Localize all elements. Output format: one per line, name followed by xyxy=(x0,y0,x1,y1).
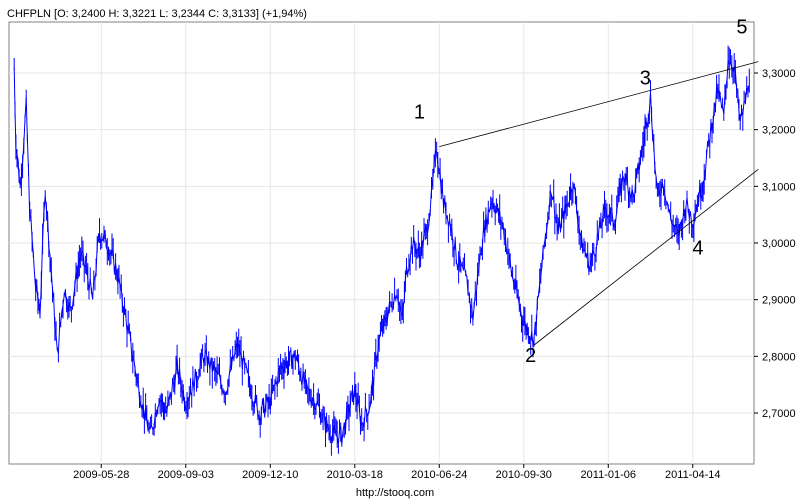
y-tick-label: 3,1000 xyxy=(762,181,796,193)
wave-label: 4 xyxy=(692,237,703,259)
wave-label: 2 xyxy=(525,345,536,367)
y-tick-label: 2,8000 xyxy=(762,351,796,363)
trendline xyxy=(439,61,759,148)
trendline xyxy=(533,169,759,346)
chart-header: CHFPLN [O: 3,2400 H: 3,3221 L: 3,2344 C:… xyxy=(7,8,307,20)
trendlines xyxy=(439,61,759,346)
y-tick-label: 2,7000 xyxy=(762,408,796,420)
x-tick-label: 2009-05-28 xyxy=(73,469,129,481)
wave-label: 3 xyxy=(640,67,651,89)
source-link[interactable]: http://stooq.com xyxy=(356,487,434,499)
y-axis: 2,7000 2,8000 2,9000 3,0000 3,1000 3,2000 3,30… xyxy=(754,68,796,420)
price-line xyxy=(13,60,750,445)
x-tick-label: 2011-04-14 xyxy=(665,469,720,481)
wave-label: 5 xyxy=(736,16,747,38)
x-tick-label: 2010-06-24 xyxy=(411,469,467,481)
price-bars xyxy=(13,45,750,456)
y-tick-label: 2,9000 xyxy=(762,295,796,307)
y-tick-label: 3,0000 xyxy=(762,238,796,250)
wave-label: 1 xyxy=(414,101,425,123)
grid xyxy=(9,22,754,464)
x-tick-label: 2010-09-30 xyxy=(496,469,552,481)
x-tick-label: 2010-03-18 xyxy=(327,469,383,481)
x-tick-label: 2009-09-03 xyxy=(158,469,214,481)
price-series xyxy=(13,45,750,456)
x-axis: 2009-05-28 2009-09-03 2009-12-10 2010-03-18… xyxy=(73,464,721,481)
x-tick-label: 2011-01-06 xyxy=(581,469,636,481)
wave-labels: 1 2 3 4 5 xyxy=(414,16,748,367)
y-tick-label: 3,3000 xyxy=(762,68,796,80)
x-tick-label: 2009-12-10 xyxy=(242,469,298,481)
y-tick-label: 3,2000 xyxy=(762,125,796,137)
